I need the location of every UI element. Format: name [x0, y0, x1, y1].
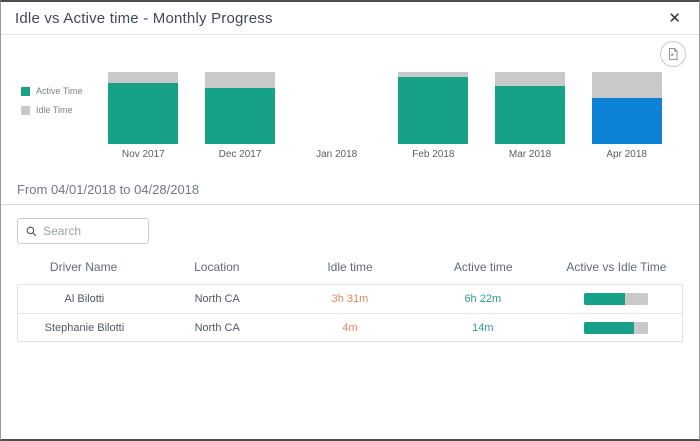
column-header: Location: [194, 260, 240, 274]
stacked-bar[interactable]: [495, 72, 566, 144]
active-segment[interactable]: [495, 86, 566, 144]
table-header-row: Driver Name Location Idle time Active time A…: [17, 254, 683, 280]
dialog-header: Idle vs Active time - Monthly Progress ✕: [1, 2, 699, 35]
month-label: Dec 2017: [218, 149, 262, 160]
active-segment[interactable]: [205, 87, 275, 144]
chart-bar-group[interactable]: Jan 2018: [288, 72, 385, 160]
active-time-swatch: [21, 86, 30, 96]
month-label: Apr 2018: [606, 149, 647, 160]
legend-label: Idle Time: [36, 105, 73, 115]
active-bar-fill: [583, 293, 625, 305]
search-input[interactable]: [43, 224, 140, 238]
idle-time-swatch: [21, 105, 30, 115]
table-body: Al Bilotti North CA 3h 31m 6h 22m Stephanie …: [17, 284, 683, 342]
active-segment[interactable]: [398, 77, 469, 144]
idle-segment[interactable]: [591, 72, 662, 98]
month-label: Jan 2018: [316, 149, 358, 160]
active-time-cell: 14m: [472, 321, 494, 334]
active-vs-idle-cell: [549, 321, 682, 334]
column-header: Active time: [453, 260, 513, 274]
month-label: Nov 2017: [121, 149, 165, 160]
driver-name-cell: Al Bilotti: [64, 293, 105, 305]
chart-bar-group[interactable]: Nov 2017: [95, 72, 192, 160]
active-vs-idle-cell: [549, 293, 682, 305]
active-segment[interactable]: [591, 97, 662, 144]
close-icon[interactable]: ✕: [668, 9, 681, 27]
stacked-bar[interactable]: [398, 72, 469, 144]
column-header: Active vs Idle Time: [566, 260, 667, 274]
active-vs-idle-bar: [583, 321, 648, 334]
idle-segment[interactable]: [205, 72, 275, 88]
export-chart-button[interactable]: [660, 41, 686, 67]
idle-time-cell: 4m: [342, 321, 358, 334]
idle-segment[interactable]: [398, 72, 469, 78]
month-label: Feb 2018: [412, 149, 455, 160]
chart-bars-area: Nov 2017 Dec 2017 Jan 2018 Feb 2018 Mar 2018…: [95, 72, 675, 160]
search-icon: [26, 226, 37, 236]
chart-legend: Active Time Idle Time: [21, 72, 95, 160]
chart-bar-group[interactable]: Feb 2018: [385, 72, 482, 160]
idle-time-cell: 3h 31m: [331, 293, 369, 305]
column-header: Idle time: [327, 260, 373, 274]
stacked-bar[interactable]: [205, 72, 275, 144]
active-vs-idle-bar: [583, 293, 648, 305]
drivers-table: Driver Name Location Idle time Active time A…: [17, 254, 683, 342]
active-bar-fill: [583, 321, 634, 334]
export-icon: [669, 48, 678, 60]
stacked-bar[interactable]: [302, 72, 372, 144]
legend-item-idle: Idle Time: [21, 105, 95, 115]
chart-bar-group[interactable]: Apr 2018: [578, 72, 675, 160]
month-label: Mar 2018: [508, 149, 552, 160]
dialog-title: Idle vs Active time - Monthly Progress: [15, 9, 273, 27]
column-header: Driver Name: [49, 260, 118, 274]
table-row[interactable]: Al Bilotti North CA 3h 31m 6h 22m: [18, 285, 682, 313]
stacked-bar[interactable]: [108, 72, 179, 144]
chart-bar-group[interactable]: Mar 2018: [482, 72, 579, 160]
driver-name-cell: Stephanie Bilotti: [44, 321, 125, 334]
search-box[interactable]: [17, 218, 149, 244]
idle-segment[interactable]: [108, 72, 179, 83]
date-range-label: From 04/01/2018 to 04/28/2018: [1, 182, 699, 205]
monthly-bar-chart: Active Time Idle Time Nov 2017 Dec 2017 Ja…: [1, 35, 699, 160]
stacked-bar[interactable]: [591, 72, 662, 144]
idle-segment[interactable]: [495, 72, 566, 87]
legend-label: Active Time: [36, 86, 83, 96]
active-segment[interactable]: [108, 82, 179, 144]
location-cell: North CA: [194, 293, 240, 305]
active-time-cell: 6h 22m: [464, 293, 502, 305]
legend-item-active: Active Time: [21, 86, 95, 96]
location-cell: North CA: [194, 321, 240, 334]
table-row[interactable]: Stephanie Bilotti North CA 4m 14m: [18, 313, 682, 341]
chart-bar-group[interactable]: Dec 2017: [192, 72, 289, 160]
